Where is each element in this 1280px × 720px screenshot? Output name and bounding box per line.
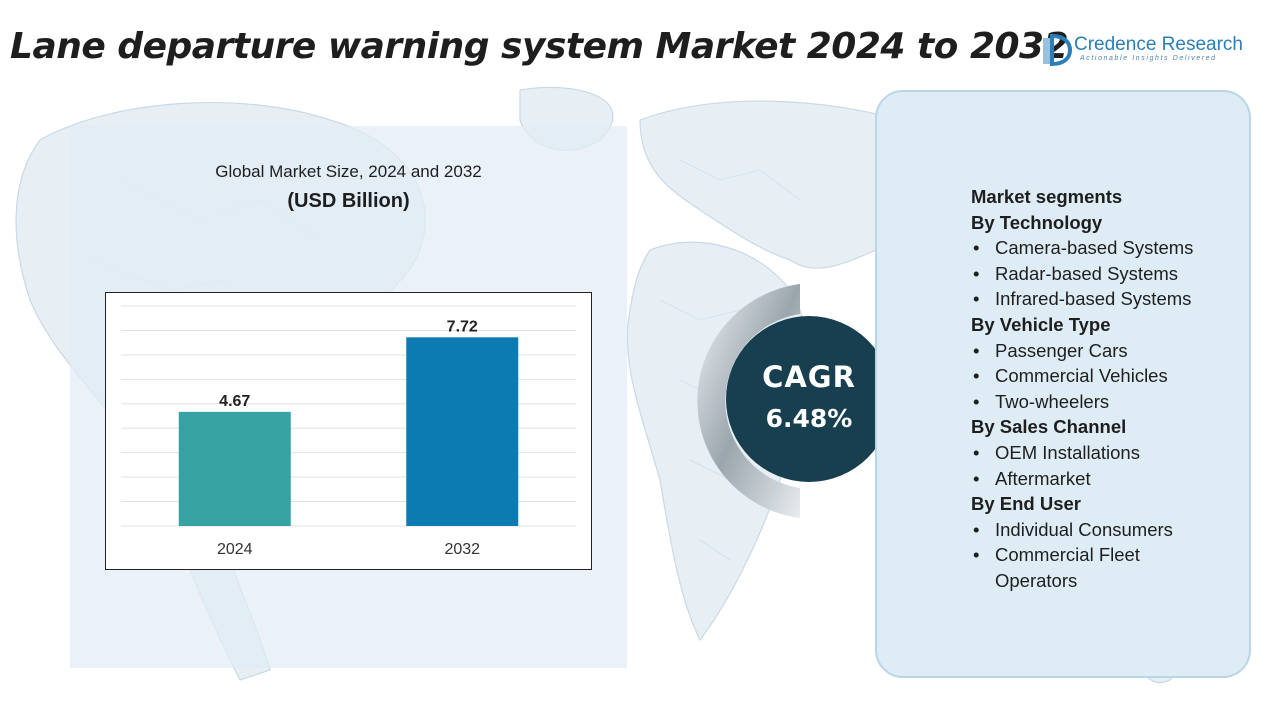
bullet-icon: • [973,288,980,310]
segment-item-label: Aftermarket [995,467,1091,489]
segment-item-label: Two-wheelers [995,390,1110,412]
x-tick-label: 2024 [217,541,253,558]
segment-item-label: Individual Consumers [995,518,1173,540]
cagr-label: CAGR [762,360,856,394]
segment-item-label: Commercial Fleet Operators [995,544,1140,591]
bullet-icon: • [973,518,980,540]
logo-mark-icon [1043,33,1072,66]
logo-tagline: Actionable Insights Delivered [1080,55,1217,62]
chart-unit: (USD Billion) [287,190,410,212]
segment-item: • Commercial Vehicles [971,363,1247,389]
credence-research-logo: Credence Research Actionable Insights De… [1040,32,1260,68]
segment-item: • Camera-based Systems [971,235,1247,261]
segment-heading: Market segments [971,186,1123,207]
market-segments-panel: Market segments By Technology • Camera-base… [875,90,1251,678]
chart-title: Global Market Size, 2024 and 2032 [215,162,482,181]
bullet-icon: • [973,339,980,361]
segment-item: • Passenger Cars [971,338,1247,364]
data-label: 4.67 [219,393,250,410]
cagr-ring-decoration [697,284,800,518]
data-label: 7.72 [447,318,478,335]
bar-2032 [406,337,519,526]
x-tick-label: 2032 [444,541,480,558]
segment-item: • Aftermarket [971,466,1247,492]
chart-panel: Global Market Size, 2024 and 2032 (USD B… [70,126,627,668]
bar-chart: 4.67 2024 7.72 2032 [121,305,576,558]
segment-item-label: Commercial Vehicles [995,365,1168,387]
logo-name: Credence Research [1074,34,1243,55]
segment-heading: By Sales Channel [971,416,1127,438]
cagr-value: 6.48% [765,404,853,433]
bar-chart-area: 4.67 2024 7.72 2032 [105,292,592,570]
bullet-icon: • [973,237,980,259]
bar-2024 [178,411,291,526]
segment-item-label: OEM Installations [995,441,1140,463]
bullet-icon: • [973,262,980,284]
bullet-icon: • [973,467,980,489]
segment-item-label: Infrared-based Systems [995,288,1192,310]
bullet-icon: • [973,441,980,463]
segment-item: • Two-wheelers [971,389,1247,415]
segment-item-label: Radar-based Systems [995,262,1179,284]
segment-heading: By Vehicle Type [971,313,1111,335]
segment-item: • Commercial Fleet Operators [971,542,1225,593]
segment-list: Market segments By Technology • Camera-base… [971,184,1247,594]
segment-heading: By Technology [971,211,1103,233]
segment-heading: By End User [971,493,1082,515]
page-title: Lane departure warning system Market 202… [10,26,1069,67]
cagr-badge: CAGR 6.48% [726,316,892,482]
bullet-icon: • [973,390,980,412]
segment-item-label: Passenger Cars [995,339,1128,361]
segment-item: • Radar-based Systems [971,261,1247,287]
segment-item: • Individual Consumers [971,517,1247,543]
bullet-icon: • [973,365,980,387]
segment-item: • OEM Installations [971,440,1247,466]
segment-item-label: Camera-based Systems [995,237,1194,259]
segment-item: • Infrared-based Systems [971,286,1247,312]
bullet-icon: • [973,544,980,566]
